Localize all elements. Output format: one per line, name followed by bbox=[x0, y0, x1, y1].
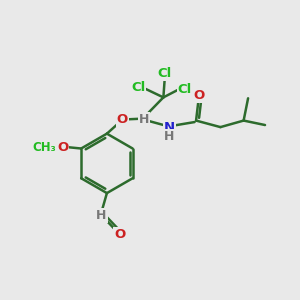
Text: H: H bbox=[139, 113, 149, 126]
Text: Cl: Cl bbox=[178, 82, 192, 96]
Text: H: H bbox=[96, 209, 107, 222]
Text: Cl: Cl bbox=[158, 67, 172, 80]
Text: O: O bbox=[57, 140, 68, 154]
Text: N: N bbox=[164, 121, 175, 134]
Text: CH₃: CH₃ bbox=[32, 140, 56, 154]
Text: O: O bbox=[194, 89, 205, 102]
Text: O: O bbox=[114, 228, 126, 241]
Text: O: O bbox=[117, 113, 128, 126]
Text: H: H bbox=[164, 130, 175, 142]
Text: Cl: Cl bbox=[131, 81, 145, 94]
